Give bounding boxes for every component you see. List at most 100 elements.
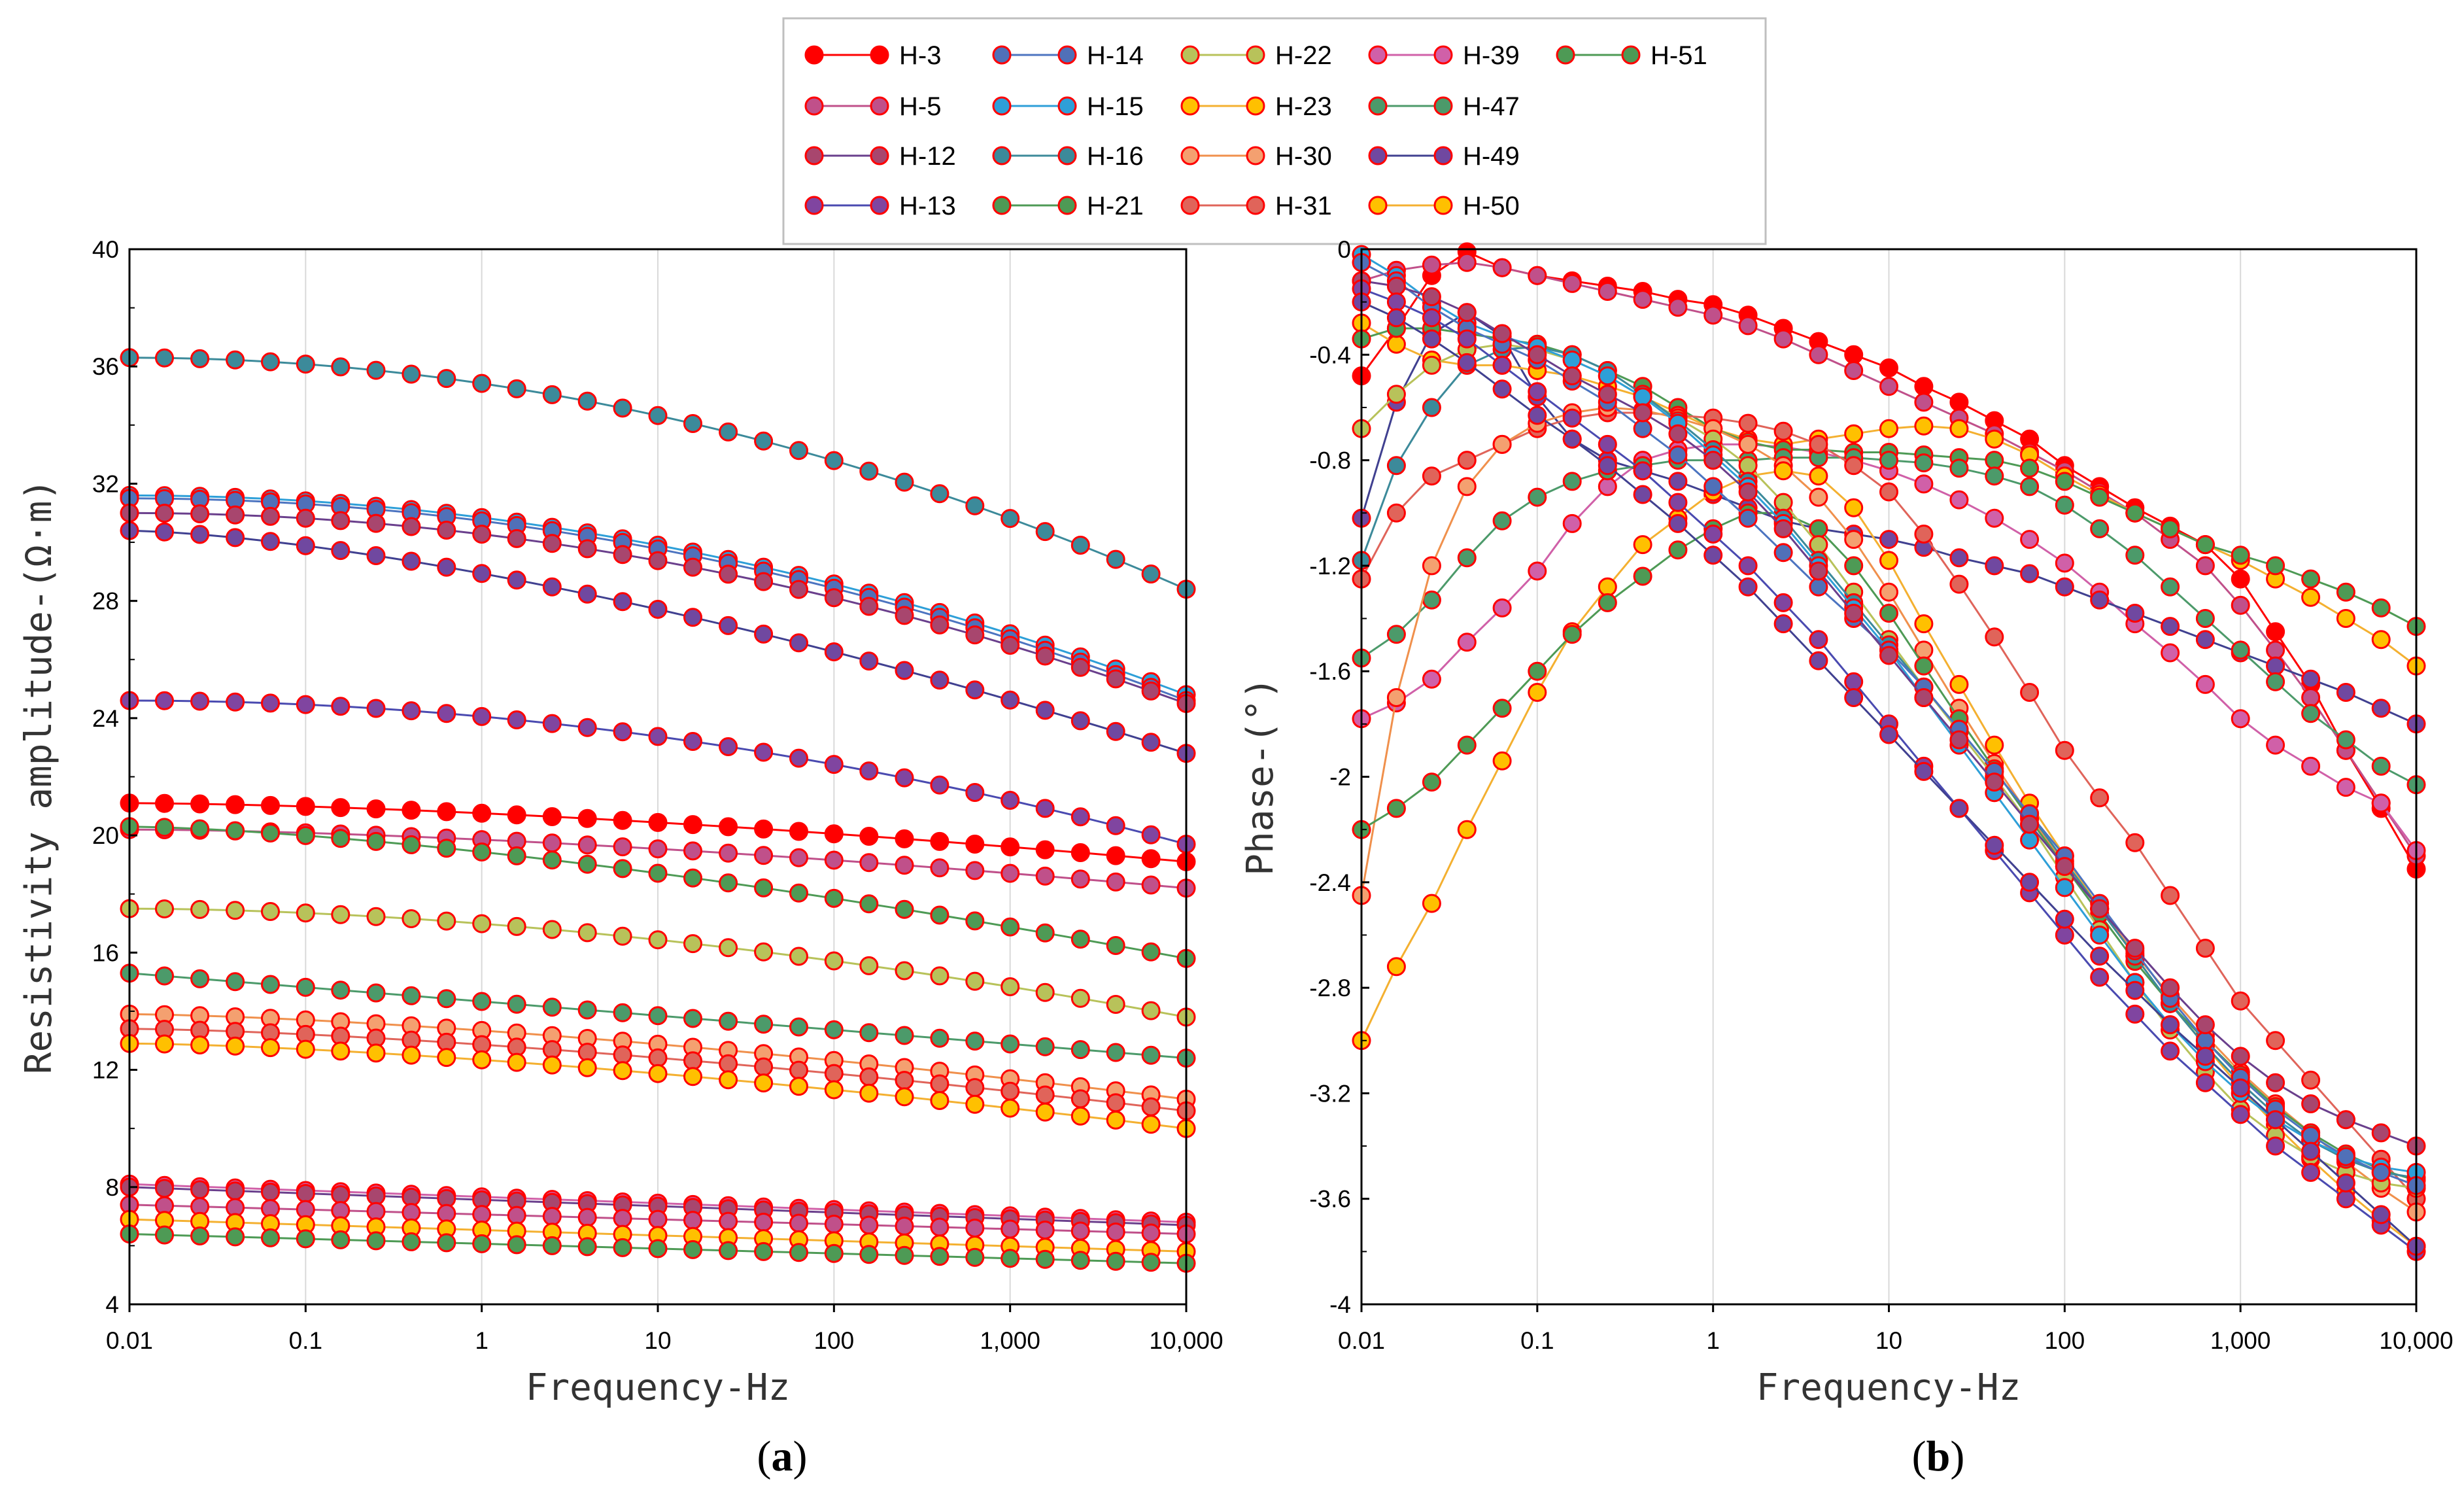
data-point [1141,681,1161,701]
data-point [1844,556,1864,576]
data-point [859,827,879,846]
data-point [613,398,632,418]
data-point [296,903,315,923]
data-point [1035,866,1055,886]
data-point [331,798,351,818]
data-point [577,808,597,828]
x-tick-label: 1 [475,1327,488,1354]
panel-a-label-open: ( [757,1433,772,1480]
data-point [261,795,280,815]
data-point [2161,978,2180,998]
data-point [2195,556,2215,576]
data-point [1141,942,1161,962]
data-point [1035,1249,1055,1269]
data-point [1668,513,1688,533]
data-point [754,1242,774,1261]
data-point [2125,503,2145,523]
data-point [437,369,456,389]
legend-marker [1180,146,1200,165]
data-point [859,597,879,616]
data-point [472,843,492,861]
series-h-3 [120,793,1196,871]
data-point [1106,721,1125,741]
data-point [2266,1110,2285,1130]
y-tick-label: -2.4 [1309,869,1351,896]
data-point [1457,451,1477,470]
data-point [1703,525,1723,544]
data-point [1070,1251,1090,1270]
data-point [719,616,738,635]
data-point [1106,846,1125,865]
data-point [1633,387,1652,407]
data-point [1598,366,1617,386]
data-point [1844,361,1864,380]
legend-label: H-49 [1463,142,1520,171]
data-point [719,565,738,584]
data-point [1070,1106,1090,1126]
data-point [2090,947,2110,966]
data-point [1914,474,1934,494]
data-point [613,1061,632,1081]
data-point [226,350,245,370]
data-point [2301,756,2321,776]
data-point [1035,982,1055,1002]
data-point [542,714,562,733]
data-point [472,914,492,933]
data-point [1070,988,1090,1008]
legend-entry: H-3 [804,41,941,70]
data-point [1070,657,1090,677]
data-point [1070,1089,1090,1109]
data-point [613,859,632,878]
data-point [507,1206,526,1225]
legend-marker [1180,96,1200,116]
y-tick-label: 32 [92,470,119,497]
data-point [472,1050,492,1069]
data-point [472,706,492,726]
data-point [437,911,456,931]
legend-marker [1057,96,1077,116]
data-point [648,406,668,425]
data-point [824,588,844,608]
data-point [366,983,386,1003]
data-point [1809,345,1828,364]
data-point [719,1070,738,1090]
series-h-23 [120,1034,1196,1138]
x-tick-label: 10 [644,1327,671,1354]
data-point [1738,434,1758,454]
data-point [226,795,245,814]
data-point [754,1057,774,1077]
data-point [930,905,950,925]
data-point [2090,899,2110,918]
data-point [507,379,526,398]
y-tick-label: -2.8 [1309,975,1351,1001]
data-point [859,1215,879,1235]
data-point [719,1054,738,1073]
legend-entry: H-47 [1368,92,1520,121]
data-point [2301,587,2321,607]
data-point [1070,869,1090,889]
x-tick-label: 1 [1706,1327,1720,1354]
data-point [648,1209,668,1229]
data-point [1844,456,1864,476]
data-point [1422,255,1441,275]
data-point [1562,513,1582,533]
legend-entry: H-39 [1368,41,1520,70]
data-point [824,1243,844,1263]
data-point [155,818,174,837]
data-point [2371,756,2391,776]
data-point [577,391,597,411]
data-point [895,1087,914,1107]
data-point [2371,793,2391,813]
data-point [507,529,526,548]
data-point [1844,345,1864,364]
data-point [1949,459,1969,478]
legend-marker [1433,96,1453,116]
data-point [930,858,950,878]
data-point [2161,577,2180,597]
data-point [190,1035,210,1054]
data-point [2055,472,2074,491]
legend-entry: H-23 [1180,92,1332,121]
data-point [1070,929,1090,949]
data-point [719,817,738,837]
x-tick-label: 0.1 [289,1327,322,1354]
